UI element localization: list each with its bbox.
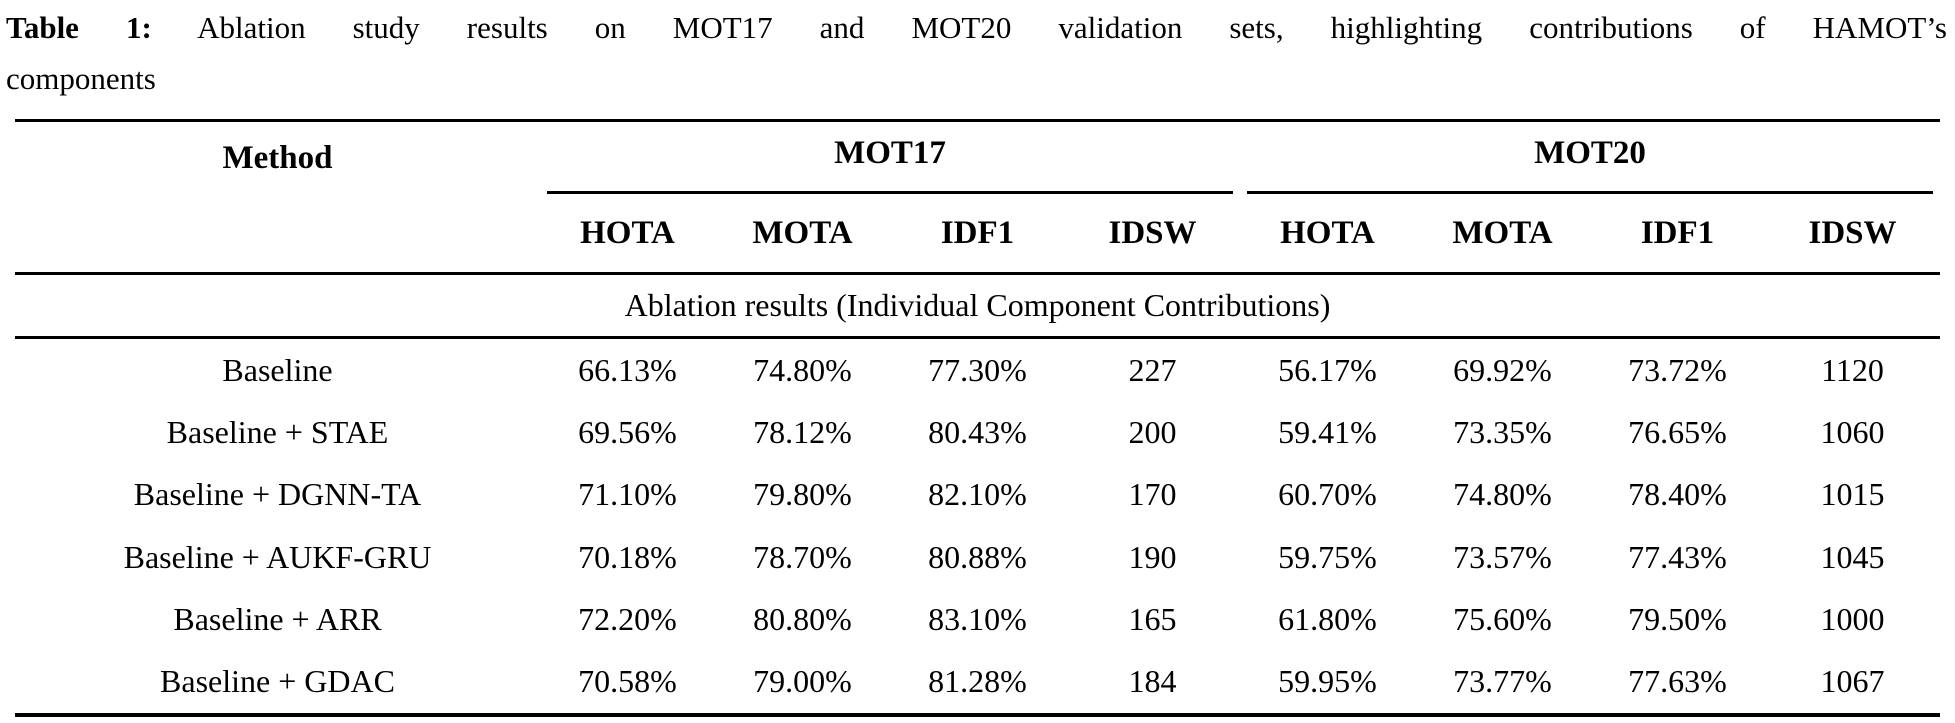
mot20-mota-cell: 69.92% xyxy=(1453,351,1552,388)
mot17-mota-cell: 79.80% xyxy=(753,476,852,513)
metric-header-spacer xyxy=(15,194,540,272)
mot17-mota-cell: 80.80% xyxy=(753,600,852,637)
mot17-mota-cell: 74.80% xyxy=(753,351,852,388)
mot20-idf1-cell: 79.50% xyxy=(1628,600,1727,637)
mot17-idsw-cell: 190 xyxy=(1128,538,1177,575)
mot20-mota-cell: 73.35% xyxy=(1453,413,1552,450)
mot20-hota-cell: 59.95% xyxy=(1278,663,1377,700)
table-caption-label: Table 1: xyxy=(6,10,152,45)
mot17-mota-cell: 79.00% xyxy=(753,663,852,700)
method-cell: Baseline + STAE xyxy=(166,413,389,450)
mot17-hota-cell: 66.13% xyxy=(578,351,677,388)
mot20-hota-cell: 59.41% xyxy=(1278,413,1377,450)
mot17-idf1-cell: 77.30% xyxy=(928,351,1027,388)
col-header-mot17-idf1: IDF1 xyxy=(940,214,1015,251)
mot17-idsw-cell: 170 xyxy=(1128,476,1177,513)
mot17-mota-cell: 78.12% xyxy=(753,413,852,450)
mot17-idsw-cell: 184 xyxy=(1128,663,1177,700)
group-header-mot20-label: MOT20 xyxy=(1247,122,1933,194)
col-header-mot20-hota: HOTA xyxy=(1280,214,1375,251)
mot20-idsw-cell: 1015 xyxy=(1820,476,1885,513)
table-body: Baseline 66.13% 74.80% 77.30% 227 56.17%… xyxy=(15,339,1940,717)
mot20-mota-cell: 73.57% xyxy=(1453,538,1552,575)
table-row: Baseline + STAE 69.56% 78.12% 80.43% 200… xyxy=(15,401,1940,463)
mot20-idsw-cell: 1067 xyxy=(1820,663,1885,700)
section-header: Ablation results (Individual Component C… xyxy=(15,275,1940,339)
mot20-idsw-cell: 1120 xyxy=(1821,351,1884,388)
group-header-mot17: MOT17 xyxy=(540,122,1240,194)
mot20-mota-cell: 73.77% xyxy=(1453,663,1552,700)
mot17-idsw-cell: 200 xyxy=(1128,413,1177,450)
mot17-hota-cell: 72.20% xyxy=(578,600,677,637)
table-caption-text: Ablation study results on MOT17 and MOT2… xyxy=(197,10,1947,45)
mot20-idsw-cell: 1045 xyxy=(1820,538,1885,575)
mot17-idf1-cell: 80.43% xyxy=(928,413,1027,450)
mot20-hota-cell: 61.80% xyxy=(1278,600,1377,637)
mot17-idsw-cell: 227 xyxy=(1128,351,1177,388)
mot20-idf1-cell: 73.72% xyxy=(1628,351,1727,388)
mot20-hota-cell: 60.70% xyxy=(1278,476,1377,513)
mot17-hota-cell: 70.58% xyxy=(578,663,677,700)
mot20-idsw-cell: 1060 xyxy=(1820,413,1885,450)
table-caption-line2: components xyxy=(6,61,156,96)
col-header-mot20-mota: MOTA xyxy=(1452,214,1553,251)
mot20-mota-cell: 74.80% xyxy=(1453,476,1552,513)
mot20-idf1-cell: 76.65% xyxy=(1628,413,1727,450)
method-cell: Baseline + DGNN-TA xyxy=(133,476,422,513)
table-row: Baseline + GDAC 70.58% 79.00% 81.28% 184… xyxy=(15,650,1940,712)
mot17-hota-cell: 70.18% xyxy=(578,538,677,575)
table-header-group-row: Method MOT17 MOT20 xyxy=(15,119,1940,194)
table-row: Baseline + AUKF-GRU 70.18% 78.70% 80.88%… xyxy=(15,526,1940,588)
col-header-mot20-idf1: IDF1 xyxy=(1640,214,1715,251)
table-caption-line1: Table 1: Ablation study results on MOT17… xyxy=(6,2,1947,53)
mot17-idf1-cell: 81.28% xyxy=(928,663,1027,700)
mot17-mota-cell: 78.70% xyxy=(753,538,852,575)
col-header-mot17-hota: HOTA xyxy=(580,214,675,251)
ablation-results-table: Method MOT17 MOT20 HOTA MOTA IDF1 IDSW H… xyxy=(15,119,1940,717)
group-header-mot17-label: MOT17 xyxy=(547,122,1233,194)
col-header-mot17-idsw: IDSW xyxy=(1108,214,1197,251)
table-caption: Table 1: Ablation study results on MOT17… xyxy=(0,0,1955,104)
col-header-mot20-idsw: IDSW xyxy=(1808,214,1897,251)
mot17-idf1-cell: 80.88% xyxy=(928,538,1027,575)
method-cell: Baseline xyxy=(222,351,333,388)
mot20-mota-cell: 75.60% xyxy=(1453,600,1552,637)
table-row: Baseline 66.13% 74.80% 77.30% 227 56.17%… xyxy=(15,339,1940,401)
mot17-hota-cell: 69.56% xyxy=(578,413,677,450)
group-header-mot20: MOT20 xyxy=(1240,122,1940,194)
mot20-idf1-cell: 78.40% xyxy=(1628,476,1727,513)
col-header-method: Method xyxy=(222,139,333,176)
table-metric-header-row: HOTA MOTA IDF1 IDSW HOTA MOTA IDF1 IDSW xyxy=(15,194,1940,275)
mot20-idf1-cell: 77.63% xyxy=(1628,663,1727,700)
mot20-idf1-cell: 77.43% xyxy=(1628,538,1727,575)
method-cell: Baseline + AUKF-GRU xyxy=(123,538,432,575)
method-cell: Baseline + GDAC xyxy=(160,663,395,700)
mot17-idf1-cell: 82.10% xyxy=(928,476,1027,513)
mot20-hota-cell: 56.17% xyxy=(1278,351,1377,388)
col-header-mot17-mota: MOTA xyxy=(752,214,853,251)
method-cell: Baseline + ARR xyxy=(173,600,382,637)
table-row: Baseline + ARR 72.20% 80.80% 83.10% 165 … xyxy=(15,588,1940,650)
mot17-idf1-cell: 83.10% xyxy=(928,600,1027,637)
mot20-idsw-cell: 1000 xyxy=(1820,600,1885,637)
mot17-hota-cell: 71.10% xyxy=(578,476,677,513)
table-row: Baseline + DGNN-TA 71.10% 79.80% 82.10% … xyxy=(15,464,1940,526)
mot17-idsw-cell: 165 xyxy=(1128,600,1177,637)
mot20-hota-cell: 59.75% xyxy=(1278,538,1377,575)
